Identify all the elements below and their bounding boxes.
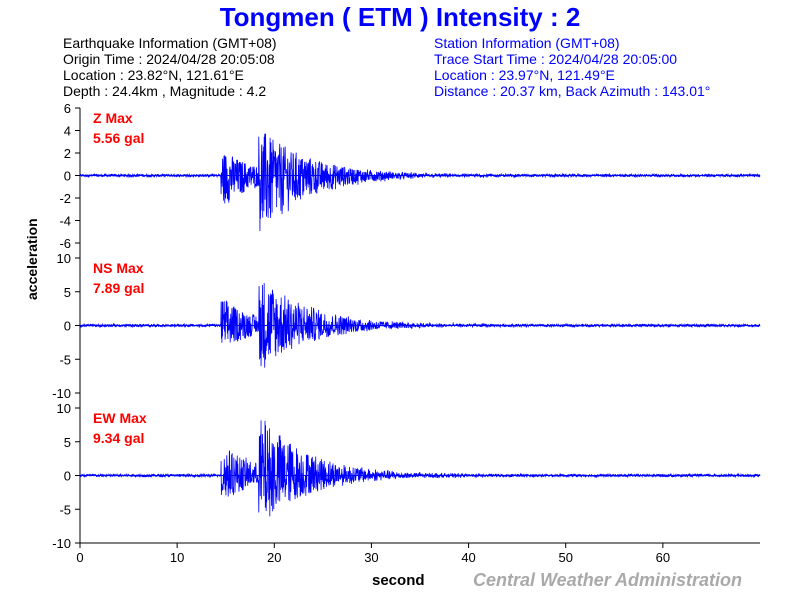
y-tick-label: 10 <box>57 251 71 266</box>
max-label-ew: EW Max <box>93 410 147 426</box>
y-tick-label: -2 <box>59 191 71 206</box>
waveform-ns <box>79 283 761 368</box>
y-tick-label: 2 <box>64 146 71 161</box>
station-distance: Distance : 20.37 km, Back Azimuth : 143.… <box>434 83 711 99</box>
chart-title: Tongmen ( ETM ) Intensity : 2 <box>219 2 581 32</box>
waveform-ew <box>79 420 761 517</box>
y-tick-label: -6 <box>59 236 71 251</box>
y-tick-label: -5 <box>59 352 71 367</box>
station-info-heading: Station Information (GMT+08) <box>434 35 620 51</box>
waveform-z <box>79 133 761 232</box>
x-axis-label: second <box>372 572 425 589</box>
station-location: Location : 23.97°N, 121.49°E <box>434 67 615 83</box>
max-value-ns: 7.89 gal <box>93 280 144 296</box>
earthquake-info: Earthquake Information (GMT+08) Origin T… <box>63 35 277 99</box>
y-tick-label: 0 <box>64 319 71 334</box>
origin-time: Origin Time : 2024/04/28 20:05:08 <box>63 51 275 67</box>
y-tick-label: 5 <box>64 435 71 450</box>
y-tick-label: -10 <box>52 386 71 401</box>
epicenter-location: Location : 23.82°N, 121.61°E <box>63 67 244 83</box>
x-tick-label: 0 <box>76 550 83 565</box>
x-tick-label: 10 <box>170 550 184 565</box>
y-axis-label: acceleration <box>24 218 40 300</box>
station-info: Station Information (GMT+08) Trace Start… <box>434 35 710 99</box>
y-tick-label: 5 <box>64 285 71 300</box>
x-tick-label: 60 <box>656 550 670 565</box>
max-value-z: 5.56 gal <box>93 130 144 146</box>
y-tick-label: 0 <box>64 469 71 484</box>
y-tick-label: 10 <box>57 401 71 416</box>
x-tick-label: 30 <box>364 550 378 565</box>
x-tick-label: 40 <box>461 550 475 565</box>
x-tick-label: 50 <box>558 550 572 565</box>
credit-label: Central Weather Administration <box>473 570 743 590</box>
earthquake-info-heading: Earthquake Information (GMT+08) <box>63 35 277 51</box>
x-tick-label: 20 <box>267 550 281 565</box>
depth-magnitude: Depth : 24.4km , Magnitude : 4.2 <box>63 83 267 99</box>
y-tick-label: -4 <box>59 214 71 229</box>
y-tick-label: -10 <box>52 536 71 551</box>
max-label-ns: NS Max <box>93 260 144 276</box>
max-label-z: Z Max <box>93 110 133 126</box>
y-tick-label: -5 <box>59 502 71 517</box>
y-tick-label: 4 <box>64 124 71 139</box>
y-tick-label: 6 <box>64 101 71 116</box>
trace-start-time: Trace Start Time : 2024/04/28 20:05:00 <box>434 51 678 67</box>
max-value-ew: 9.34 gal <box>93 430 144 446</box>
y-tick-label: 0 <box>64 169 71 184</box>
